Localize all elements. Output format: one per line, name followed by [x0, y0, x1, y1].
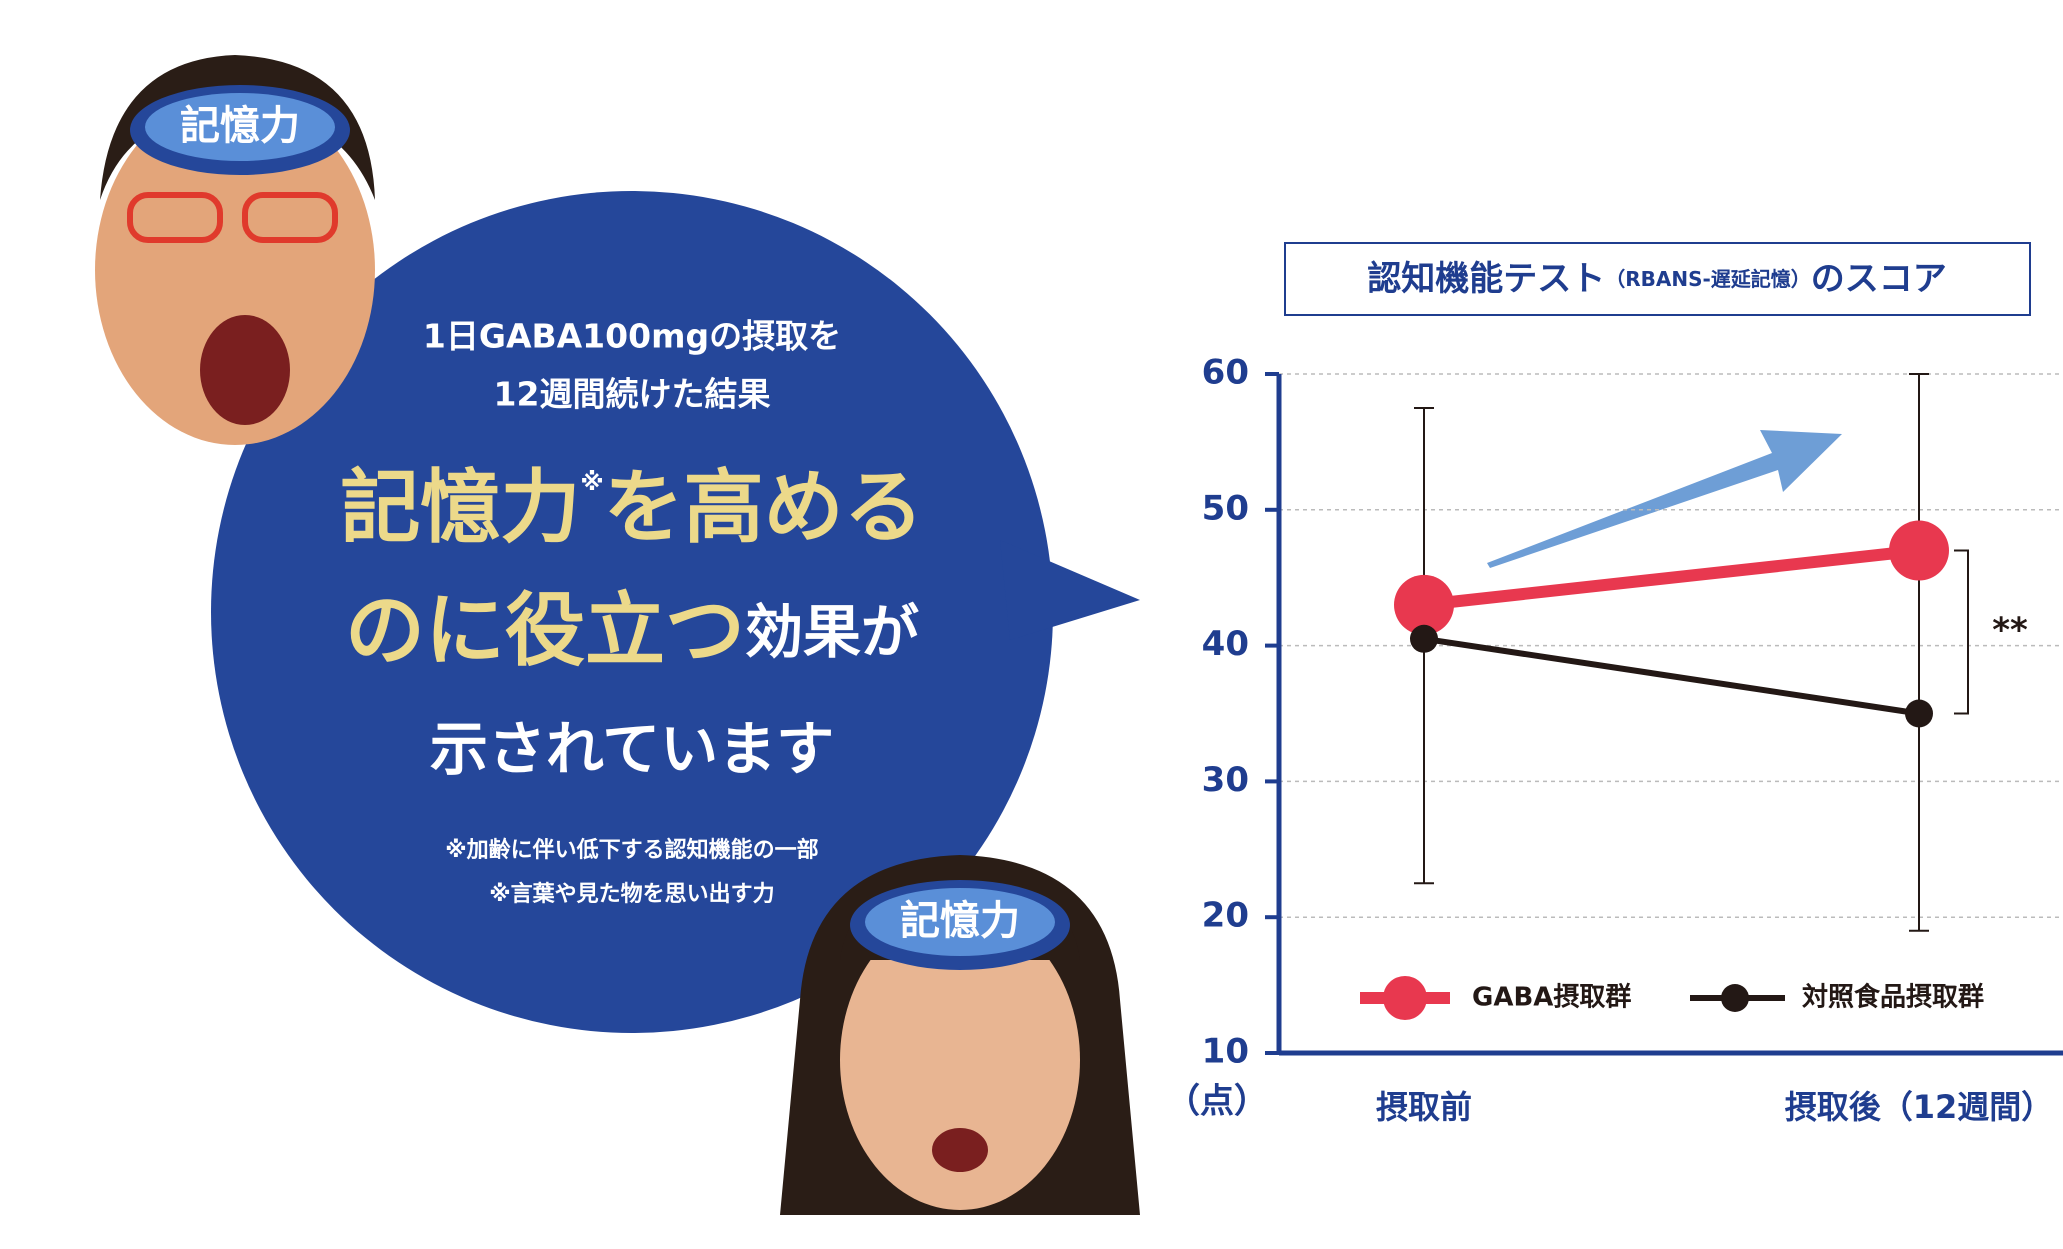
- data-point: [1410, 624, 1438, 653]
- bubble-tail: [1000, 540, 1140, 640]
- x-tick-label: 摂取後（12週間）: [1785, 1088, 2054, 1126]
- note: ※言葉や見た物を思い出す力: [489, 881, 774, 907]
- y-unit: （点）: [1166, 1082, 1268, 1122]
- note: ※加齢に伴い低下する認知機能の一部: [445, 837, 818, 863]
- data-point: [1905, 699, 1933, 728]
- glasses: [242, 192, 338, 243]
- badge-inner: [865, 888, 1055, 956]
- title-part: （RBANS-遅延記憶）: [1605, 267, 1811, 291]
- trend-arrow: [1487, 430, 1842, 568]
- legend-label: 対照食品摂取群: [1802, 982, 1984, 1013]
- badge-label: 記憶力: [180, 103, 300, 149]
- title-part: 認知機能テスト: [1367, 259, 1605, 299]
- badge-label: 記憶力: [900, 898, 1020, 944]
- headline-part: 効果が: [745, 598, 919, 666]
- x-tick-label: 摂取前: [1376, 1088, 1472, 1126]
- data-point: [1394, 574, 1454, 635]
- y-tick-label: 20: [1202, 896, 1249, 936]
- face-photo: [840, 910, 1080, 1210]
- chart-title-box: [1284, 242, 2031, 316]
- footnote-mark: ※: [580, 468, 603, 496]
- y-tick-label: 40: [1202, 624, 1249, 664]
- y-tick-label: 50: [1202, 488, 1249, 528]
- hair: [100, 55, 375, 200]
- mouth: [200, 315, 290, 425]
- legend-marker: [1383, 976, 1427, 1020]
- headline-part: 示されています: [430, 715, 834, 783]
- mouth: [932, 1128, 988, 1172]
- y-tick-label: 60: [1202, 353, 1249, 393]
- headline-part: のに役立つ: [345, 584, 745, 677]
- title-part: のスコア: [1811, 259, 1947, 299]
- badge-inner: [145, 93, 335, 161]
- legend-label: GABA摂取群: [1472, 982, 1631, 1013]
- series-line: [1423, 544, 1920, 611]
- headline-part: を高める: [604, 461, 924, 554]
- headline-part: 記憶力: [340, 461, 580, 554]
- data-point: [1889, 520, 1949, 581]
- legend-marker: [1721, 984, 1749, 1012]
- y-tick-label: 30: [1202, 760, 1249, 800]
- headline: 記憶力※を高める: [340, 461, 923, 554]
- bubble-line: 12週間続けた結果: [494, 375, 771, 414]
- face-photo: [95, 95, 375, 445]
- speech-bubble: [211, 191, 1053, 1033]
- chart-title: 認知機能テスト（RBANS-遅延記憶）のスコア: [1367, 259, 1947, 299]
- series-line: [1423, 635, 1920, 717]
- plot: 10 20 30 40 50 60 （点） 摂取前 摂取後（12週間） ** GABA摂取群 対照食品…: [1166, 353, 2063, 1126]
- bubble-line: 1日GABA100mgの摂取を: [423, 317, 841, 356]
- significance: **: [1992, 611, 2028, 651]
- significance-bracket: [1954, 549, 1969, 715]
- glasses: [127, 192, 223, 243]
- y-tick-label: 10: [1202, 1032, 1249, 1072]
- headline: のに役立つ効果が: [345, 584, 919, 677]
